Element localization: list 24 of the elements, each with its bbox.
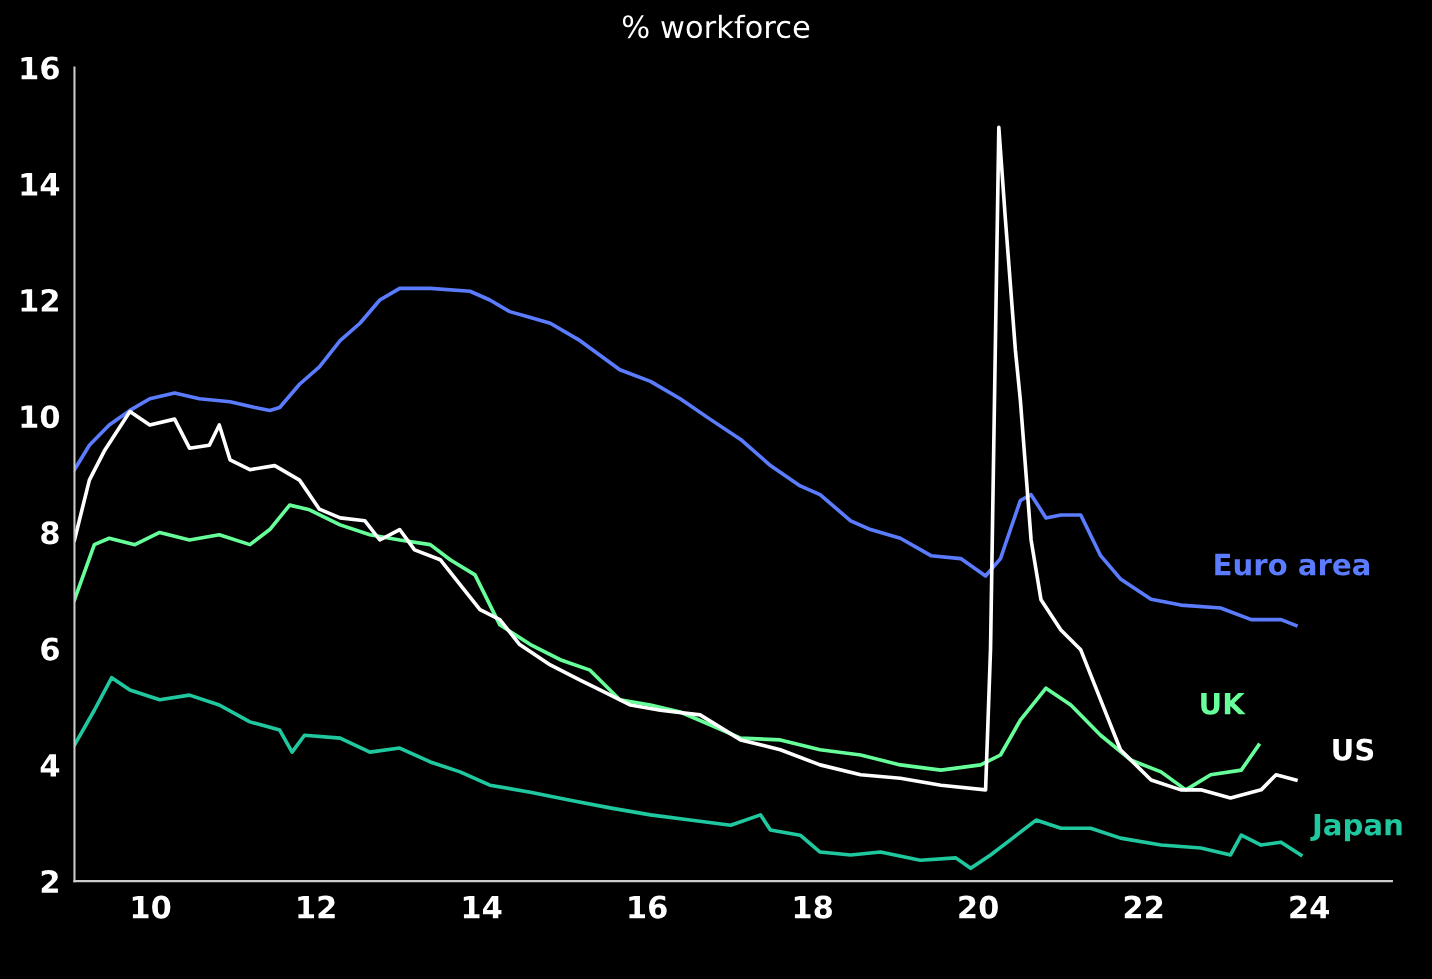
y-tick-label: 2 [41, 870, 58, 893]
y-tick-label: 14 [21, 173, 60, 196]
x-tick-label: 10 [132, 895, 171, 919]
y-tick-label: 8 [41, 521, 59, 545]
x-tick-label: 12 [298, 895, 335, 919]
x-tick-label: 18 [794, 895, 832, 919]
x-tick-label: 20 [959, 895, 998, 919]
x-tick-label: 24 [1290, 895, 1330, 919]
y-tick-label: 10 [21, 405, 60, 429]
line-series [74, 125, 1298, 800]
series-label: UK [1201, 693, 1246, 715]
chart-title: % workforce [622, 14, 810, 39]
x-tick-label: 14 [463, 895, 502, 919]
series-label: Japan [1310, 813, 1402, 842]
x-tick-label: 22 [1124, 895, 1163, 919]
series-label: Euro area [1215, 553, 1370, 576]
y-tick-label: 6 [41, 637, 59, 661]
y-tick-label: 4 [40, 754, 60, 777]
y-tick-label: 16 [21, 56, 59, 80]
x-tick-label: 16 [629, 895, 667, 919]
line-series [74, 286, 1298, 628]
y-tick-label: 12 [21, 288, 58, 312]
series-label: US [1333, 738, 1374, 761]
line-series [74, 675, 1303, 871]
